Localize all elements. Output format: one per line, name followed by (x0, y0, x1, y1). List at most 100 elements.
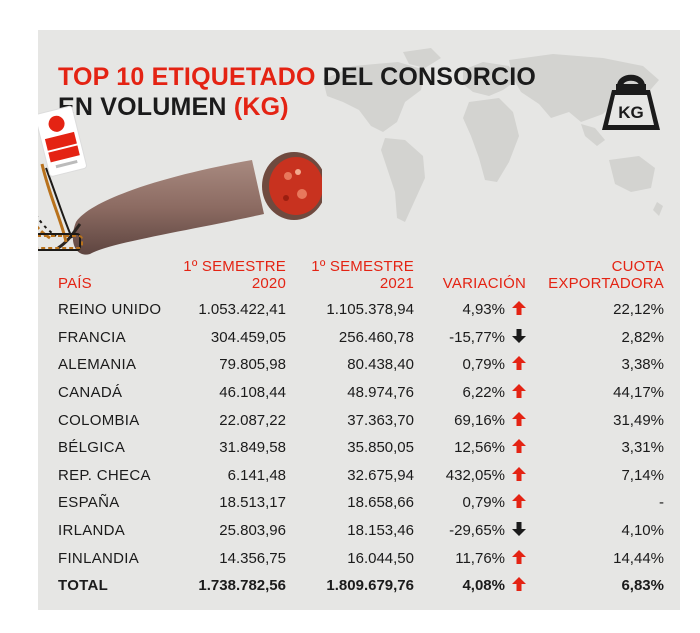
title-highlight: TOP 10 ETIQUETADO (58, 63, 316, 91)
country-cell: ALEMANIA (58, 351, 176, 379)
arrow-up-icon (512, 466, 526, 481)
s2021-cell: 80.438,40 (286, 351, 414, 379)
s2020-cell-value: 79.805,98 (219, 356, 286, 374)
country-cell-value: TOTAL (58, 577, 109, 595)
s2021-cell: 1.809.679,76 (286, 572, 414, 600)
s2020-cell: 46.108,44 (176, 379, 286, 407)
country-cell: FINLANDIA (58, 544, 176, 572)
table-row: CANADÁ 46.108,44 48.974,76 6,22% 44,17% (58, 379, 664, 407)
arrow-up-icon (512, 301, 526, 316)
share-cell: 2,82% (526, 324, 664, 352)
share-cell: 14,44% (526, 544, 664, 572)
s2020-cell: 304.459,05 (176, 324, 286, 352)
country-cell-value: ALEMANIA (58, 356, 137, 374)
s2021-cell-value: 48.974,76 (347, 384, 414, 402)
header-s2020-line2: 2020 (251, 275, 286, 292)
variation-cell: 11,76% (414, 544, 526, 572)
s2021-cell-value: 80.438,40 (347, 356, 414, 374)
country-cell-value: FRANCIA (58, 328, 126, 346)
table-total-row: TOTAL 1.738.782,56 1.809.679,76 4,08% 6,83% (58, 572, 664, 600)
s2021-cell: 256.460,78 (286, 324, 414, 352)
s2020-cell: 1.053.422,41 (176, 296, 286, 324)
variation-cell: 4,08% (414, 572, 526, 600)
share-cell-value: 31,49% (613, 411, 664, 429)
weight-icon-label: KG (618, 103, 644, 122)
variation-cell-value: -29,65% (449, 522, 505, 540)
share-cell-value: 44,17% (613, 384, 664, 402)
s2020-cell: 22.087,22 (176, 406, 286, 434)
weight-icon: KG (602, 74, 660, 130)
country-cell-value: COLOMBIA (58, 411, 140, 429)
s2020-cell: 25.803,96 (176, 517, 286, 545)
s2021-cell-value: 32.675,94 (347, 466, 414, 484)
share-cell-value: 14,44% (613, 549, 664, 567)
header-share: CUOTA EXPORTADORA (526, 258, 664, 296)
arrow-up-icon (512, 384, 526, 399)
s2020-cell: 1.738.782,56 (176, 572, 286, 600)
table-row: COLOMBIA 22.087,22 37.363,70 69,16% 31,49% (58, 406, 664, 434)
variation-cell-value: 12,56% (454, 439, 505, 457)
s2021-cell: 18.153,46 (286, 517, 414, 545)
s2021-cell: 35.850,05 (286, 434, 414, 462)
s2021-cell-value: 1.809.679,76 (326, 577, 414, 595)
country-cell: BÉLGICA (58, 434, 176, 462)
s2020-cell: 79.805,98 (176, 351, 286, 379)
share-cell-value: 4,10% (621, 522, 664, 540)
world-map-background (323, 48, 663, 222)
s2021-cell: 37.363,70 (286, 406, 414, 434)
share-cell: 22,12% (526, 296, 664, 324)
share-cell: 7,14% (526, 462, 664, 490)
s2020-cell-value: 14.356,75 (219, 549, 286, 567)
variation-cell-value: 6,22% (462, 384, 505, 402)
title-text: DEL CONSORCIO (315, 63, 537, 91)
s2020-cell-value: 1.053.422,41 (198, 301, 286, 319)
table-row: ESPAÑA 18.513,17 18.658,66 0,79% - (58, 489, 664, 517)
country-cell-value: FINLANDIA (58, 549, 140, 567)
arrow-down-icon (512, 522, 526, 537)
share-cell: 44,17% (526, 379, 664, 407)
table-row: ALEMANIA 79.805,98 80.438,40 0,79% 3,38% (58, 351, 664, 379)
country-cell-value: IRLANDA (58, 522, 126, 540)
country-cell: TOTAL (58, 572, 176, 600)
arrow-down-icon (512, 328, 526, 343)
header-s2021: 1º SEMESTRE 2021 (286, 258, 414, 296)
share-cell: 6,83% (526, 572, 664, 600)
title-text-line2: EN VOLUMEN (58, 93, 234, 121)
variation-cell-value: 0,79% (462, 494, 505, 512)
header-share-line2: EXPORTADORA (548, 275, 664, 292)
variation-cell: 69,16% (414, 406, 526, 434)
s2021-cell: 32.675,94 (286, 462, 414, 490)
share-cell-value: 7,14% (621, 466, 664, 484)
s2021-cell-value: 16.044,50 (347, 549, 414, 567)
variation-cell-value: 4,93% (462, 301, 505, 319)
variation-cell: 12,56% (414, 434, 526, 462)
variation-cell: -29,65% (414, 517, 526, 545)
country-cell: REINO UNIDO (58, 296, 176, 324)
s2021-cell: 1.105.378,94 (286, 296, 414, 324)
variation-cell: 4,93% (414, 296, 526, 324)
s2020-cell: 31.849,58 (176, 434, 286, 462)
variation-cell-value: 11,76% (455, 549, 505, 567)
s2020-cell-value: 18.513,17 (219, 494, 286, 512)
infographic-panel: TOP 10 ETIQUETADO DEL CONSORCIO EN VOLUM… (38, 30, 680, 610)
s2020-cell-value: 46.108,44 (219, 384, 286, 402)
s2021-cell-value: 35.850,05 (347, 439, 414, 457)
share-cell-value: 6,83% (621, 577, 664, 595)
s2020-cell-value: 25.803,96 (219, 522, 286, 540)
variation-cell: -15,77% (414, 324, 526, 352)
header-s2021-line2: 2021 (379, 275, 414, 292)
header-share-line1: CUOTA (611, 258, 664, 275)
arrow-up-icon (512, 439, 526, 454)
s2021-cell: 16.044,50 (286, 544, 414, 572)
s2020-cell: 6.141,48 (176, 462, 286, 490)
s2020-cell-value: 31.849,58 (219, 439, 286, 457)
table-header-row: PAÍS 1º SEMESTRE 2020 1º SEMESTRE 2021 V… (58, 258, 664, 296)
header-country: PAÍS (58, 275, 92, 292)
table-row: BÉLGICA 31.849,58 35.850,05 12,56% 3,31% (58, 434, 664, 462)
variation-cell-value: 69,16% (454, 411, 505, 429)
title-unit: (KG) (233, 93, 289, 121)
variation-cell-value: -15,77% (449, 328, 505, 346)
arrow-up-icon (512, 549, 526, 564)
table-row: FRANCIA 304.459,05 256.460,78 -15,77% 2,82% (58, 324, 664, 352)
share-cell: - (526, 489, 664, 517)
